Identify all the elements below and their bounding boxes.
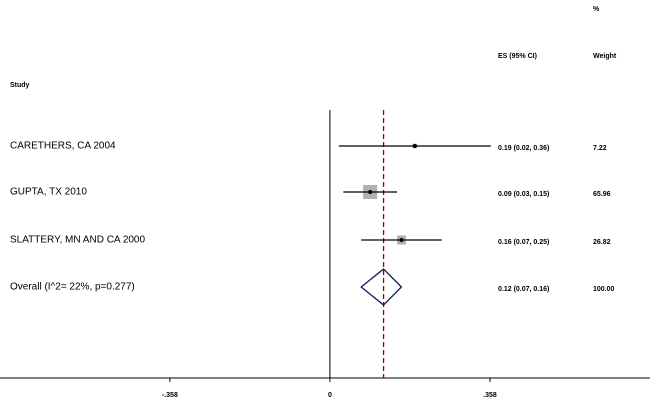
es-label: 0.09 (0.03, 0.15) xyxy=(498,191,549,198)
x-tick-label: -.358 xyxy=(162,392,178,399)
weight-label: 65.96 xyxy=(593,191,611,198)
overall-diamond xyxy=(360,268,403,306)
es-label: 0.16 (0.07, 0.25) xyxy=(498,239,549,246)
weight-label: 7.22 xyxy=(593,145,607,152)
es-label: 0.12 (0.07, 0.16) xyxy=(498,286,549,293)
x-tick-label: .358 xyxy=(483,392,497,399)
study-label: CARETHERS, CA 2004 xyxy=(10,141,116,152)
es-label: 0.19 (0.02, 0.36) xyxy=(498,145,549,152)
weight-header: Weight xyxy=(593,53,617,60)
study-header: Study xyxy=(10,82,30,89)
study-label: GUPTA, TX 2010 xyxy=(10,187,87,198)
point-estimate xyxy=(412,144,417,148)
study-label: Overall (I^2= 22%, p=0.277) xyxy=(10,282,135,293)
percent-header: % xyxy=(593,6,600,13)
point-estimate xyxy=(368,190,373,194)
x-tick-label: 0 xyxy=(328,392,332,399)
weight-label: 26.82 xyxy=(593,239,611,246)
weight-label: 100.00 xyxy=(593,286,615,293)
study-label: SLATTERY, MN AND CA 2000 xyxy=(10,235,145,246)
point-estimate xyxy=(399,238,404,242)
es-header: ES (95% CI) xyxy=(498,53,537,60)
